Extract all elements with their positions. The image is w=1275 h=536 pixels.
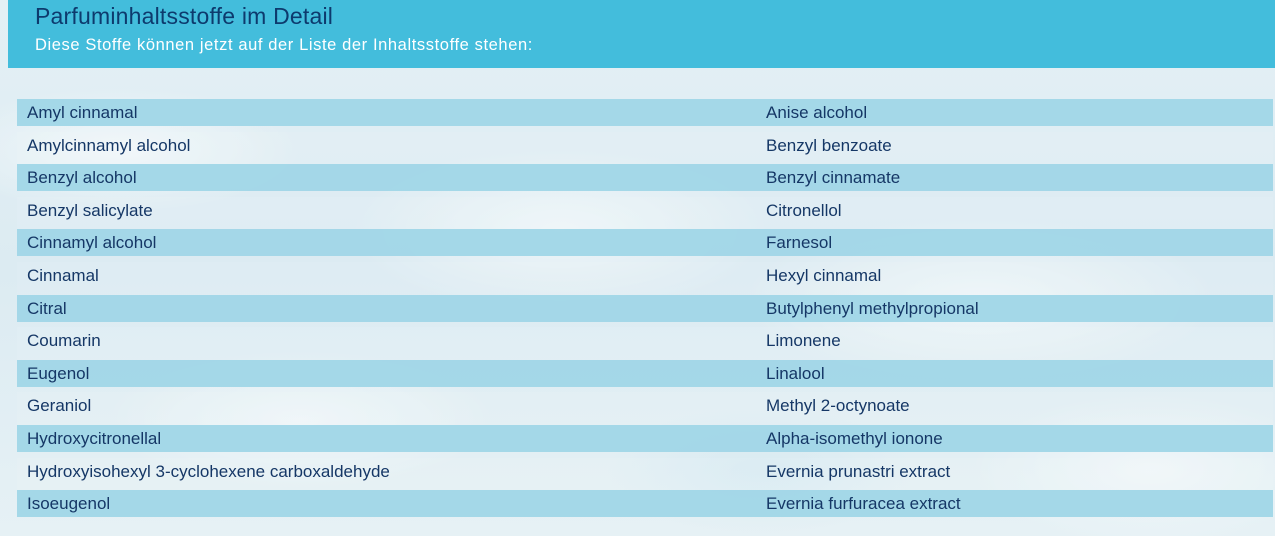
ingredient-right: Methyl 2-octynoate [766,396,910,416]
ingredient-right: Benzyl benzoate [766,135,892,155]
ingredient-right: Evernia prunastri extract [766,461,951,481]
table-row: Coumarin Limonene [17,327,1273,360]
table-row: Amyl cinnamal Anise alcohol [17,99,1273,132]
table-row: Cinnamal Hexyl cinnamal [17,261,1273,295]
ingredient-right: Hexyl cinnamal [766,265,882,285]
table-row: Benzyl salicylate Citronellol [17,196,1273,230]
ingredient-left: Coumarin [27,331,101,351]
table-row: Eugenol Linalool [17,359,1273,393]
ingredient-left: Isoeugenol [27,494,111,514]
page-subtitle: Diese Stoffe können jetzt auf der Liste … [35,36,533,54]
ingredient-right: Anise alcohol [766,103,868,122]
table-row: Amylcinnamyl alcohol Benzyl benzoate [17,131,1273,165]
ingredients-table: Amyl cinnamal Anise alcohol Amylcinnamyl… [17,99,1273,523]
ingredient-right: Evernia furfuracea extract [766,494,961,514]
ingredient-left: Amylcinnamyl alcohol [27,135,191,155]
ingredient-right: Butylphenyl methylpropional [766,298,979,318]
table-row: Cinnamyl alcohol Farnesol [17,229,1273,262]
table-row: Hydroxycitronellal Alpha-isomethyl ionon… [17,424,1273,458]
table-row: Isoeugenol Evernia furfuracea extract [17,490,1273,523]
ingredient-left: Amyl cinnamal [27,103,138,122]
ingredient-right: Benzyl cinnamate [766,168,901,188]
ingredient-left: Geraniol [27,396,92,416]
ingredient-right: Alpha-isomethyl ionone [766,428,943,448]
ingredient-right: Limonene [766,331,841,351]
ingredient-left: Cinnamal [27,265,99,285]
ingredient-left: Citral [27,298,67,318]
ingredient-right: Farnesol [766,233,833,253]
table-row: Hydroxyisohexyl 3-cyclohexene carboxalde… [17,457,1273,491]
ingredient-left: Eugenol [27,363,90,383]
table-row: Benzyl alcohol Benzyl cinnamate [17,164,1273,197]
ingredient-left: Hydroxyisohexyl 3-cyclohexene carboxalde… [27,461,390,481]
ingredient-left: Benzyl salicylate [27,200,153,220]
header-banner: Parfuminhaltsstoffe im Detail Diese Stof… [8,0,1275,68]
ingredient-right: Linalool [766,363,825,383]
ingredient-left: Benzyl alcohol [27,168,137,188]
ingredient-left: Hydroxycitronellal [27,428,162,448]
ingredient-right: Citronellol [766,200,842,220]
table-row: Geraniol Methyl 2-octynoate [17,392,1273,425]
ingredient-left: Cinnamyl alcohol [27,233,157,253]
table-row: Citral Butylphenyl methylpropional [17,294,1273,328]
page-title: Parfuminhaltsstoffe im Detail [35,3,334,29]
